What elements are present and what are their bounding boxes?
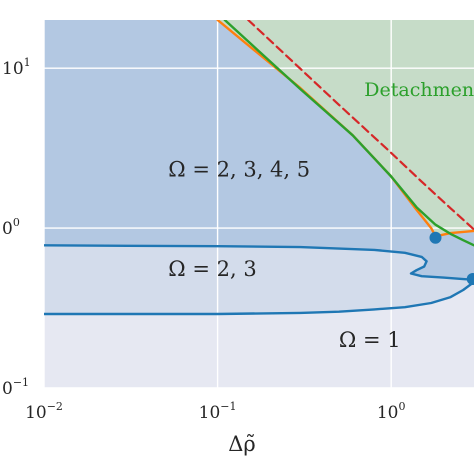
series-red-dashed: [247, 20, 474, 231]
y-tick-label: 101: [2, 56, 31, 79]
y-tick-label: 00: [2, 216, 20, 239]
series-layer: [44, 20, 474, 316]
x-tick-label: 100: [377, 400, 406, 423]
region-detachment: [217, 20, 474, 241]
annotation-omega-23: Ω = 2, 3: [168, 257, 256, 281]
region-omega-2-3-4-5: [44, 20, 474, 280]
marker-triple-point-lower: [466, 273, 474, 286]
marker-triple-point-upper: [429, 231, 442, 244]
series-green-boundary: [223, 20, 474, 247]
annotation-omega-1: Ω = 1: [339, 328, 401, 352]
annotation-layer: Ω = 2, 3, 4, 5 Ω = 2, 3 Ω = 1 Detachment: [168, 79, 474, 352]
y-axis-ticks: 0−1 00 101: [2, 56, 31, 399]
region-omega-2-3: [44, 245, 474, 314]
x-tick-label: 10−2: [25, 400, 63, 423]
x-tick-label: 10−1: [199, 400, 237, 423]
series-lower-boundary: [44, 280, 474, 316]
x-axis-ticks: 10−2 10−1 100: [25, 400, 405, 423]
marker-layer: [429, 231, 474, 286]
grid: [44, 20, 474, 388]
series-upper-boundary: [44, 244, 474, 281]
annotation-detachment: Detachment: [364, 79, 474, 101]
y-tick-label: 0−1: [2, 376, 29, 399]
annotation-omega-2345: Ω = 2, 3, 4, 5: [168, 158, 310, 182]
x-axis-label: Δρ̃: [228, 432, 256, 456]
